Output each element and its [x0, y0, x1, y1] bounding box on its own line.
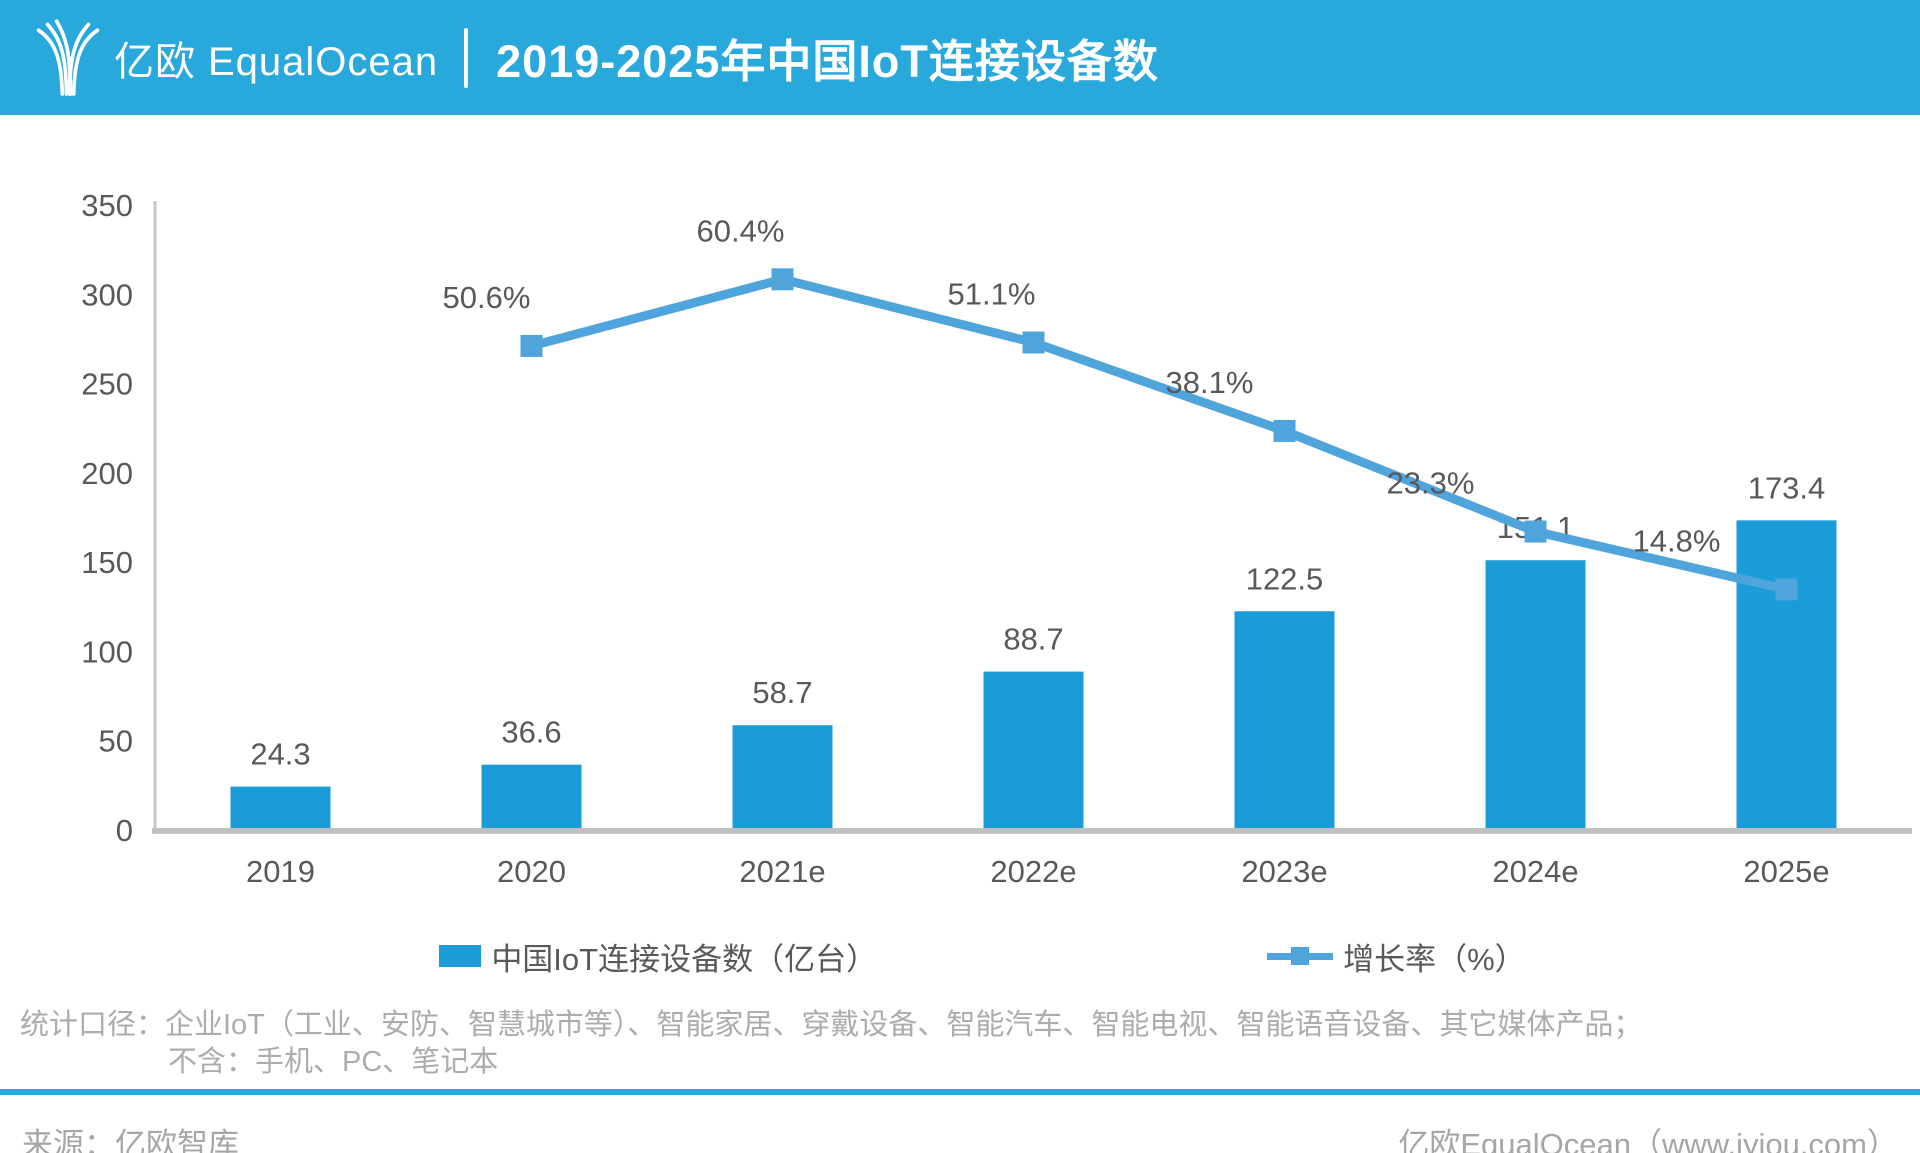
growth-marker — [1273, 419, 1296, 442]
x-axis-label: 2024e — [1492, 854, 1578, 889]
legend-label-devices: 中国IoT连接设备数（亿台） — [491, 941, 878, 977]
page-title: 2019-2025年中国IoT连接设备数 — [496, 36, 1159, 87]
bar — [1234, 611, 1335, 830]
bar — [983, 671, 1084, 830]
growth-line — [530, 274, 1788, 594]
x-axis-label: 2022e — [990, 854, 1076, 889]
bar-value-label: 88.7 — [1003, 622, 1063, 657]
line-swatch-icon — [1267, 945, 1334, 967]
growth-marker — [520, 334, 543, 357]
logo-text-cn: 亿欧 — [114, 39, 196, 84]
legend: 中国IoT连接设备数（亿台） 增长率（%） — [0, 935, 1920, 977]
footnotes: 统计口径：企业IoT（工业、安防、智慧城市等）、智能家居、穿戴设备、智能汽车、智… — [0, 1007, 1920, 1081]
bar-value-label: 122.5 — [1246, 561, 1324, 596]
growth-value-label: 50.6% — [443, 280, 531, 315]
header-divider — [464, 27, 469, 88]
bar-value-label: 173.4 — [1748, 470, 1826, 505]
combo-chart: 0 50 100 150 200 250 300 350 24.3 2019 36.6 2020 58.… — [81, 188, 1912, 889]
source-right: 亿欧EqualOcean（www.iyiou.com） — [1398, 1127, 1898, 1153]
growth-value-label: 38.1% — [1166, 365, 1254, 400]
x-axis-label: 2020 — [497, 854, 566, 889]
growth-value-label: 51.1% — [948, 277, 1036, 312]
bar-value-label: 36.6 — [501, 715, 561, 750]
legend-item-devices: 中国IoT连接设备数（亿台） — [439, 934, 877, 979]
y-axis-label: 250 — [81, 367, 133, 402]
legend-label-growth: 增长率（%） — [1343, 941, 1526, 977]
footnote-line2: 不含：手机、PC、笔记本 — [168, 1046, 499, 1078]
y-axis-label: 50 — [99, 724, 133, 759]
logo: 亿欧 EqualOcean — [32, 14, 438, 102]
y-axis-label: 350 — [81, 188, 133, 223]
growth-value-label: 60.4% — [697, 213, 785, 248]
bar — [1485, 560, 1586, 830]
bar-value-label: 24.3 — [250, 737, 310, 772]
y-axis-label: 300 — [81, 277, 133, 312]
source-left: 来源：亿欧智库 — [22, 1127, 239, 1153]
footnote-line1: 统计口径：企业IoT（工业、安防、智慧城市等）、智能家居、穿戴设备、智能汽车、智… — [20, 1009, 1643, 1041]
legend-item-growth: 增长率（%） — [1267, 934, 1526, 979]
bar — [1736, 520, 1837, 830]
x-axis-label: 2023e — [1241, 854, 1327, 889]
growth-marker — [1022, 331, 1045, 354]
growth-value-label: 14.8% — [1633, 523, 1721, 558]
bar-swatch-icon — [439, 945, 482, 967]
chart-area: 0 50 100 150 200 250 300 350 24.3 2019 36.6 2020 58.… — [0, 115, 1920, 935]
growth-value-label: 23.3% — [1387, 466, 1475, 501]
x-axis-label: 2025e — [1743, 854, 1829, 889]
y-axis-label: 0 — [116, 813, 133, 848]
growth-marker — [771, 268, 794, 291]
bottom-divider — [0, 1089, 1920, 1095]
y-axis-label: 200 — [81, 456, 133, 491]
source-row: 来源：亿欧智库 亿欧EqualOcean（www.iyiou.com） — [0, 1095, 1920, 1153]
y-axis-label: 150 — [81, 545, 133, 580]
growth-marker — [1775, 578, 1798, 601]
growth-marker — [1524, 520, 1547, 543]
header-bar: 亿欧 EqualOcean 2019-2025年中国IoT连接设备数 — [0, 0, 1920, 115]
y-axis-label: 100 — [81, 634, 133, 669]
bar — [732, 725, 833, 830]
bar-value-label: 58.7 — [752, 675, 812, 710]
bar — [230, 786, 331, 830]
equalocean-logo-icon — [36, 18, 100, 96]
x-axis-label: 2019 — [246, 854, 315, 889]
bar — [481, 764, 582, 830]
x-axis-label: 2021e — [739, 854, 825, 889]
logo-text-en: EqualOcean — [208, 39, 439, 84]
